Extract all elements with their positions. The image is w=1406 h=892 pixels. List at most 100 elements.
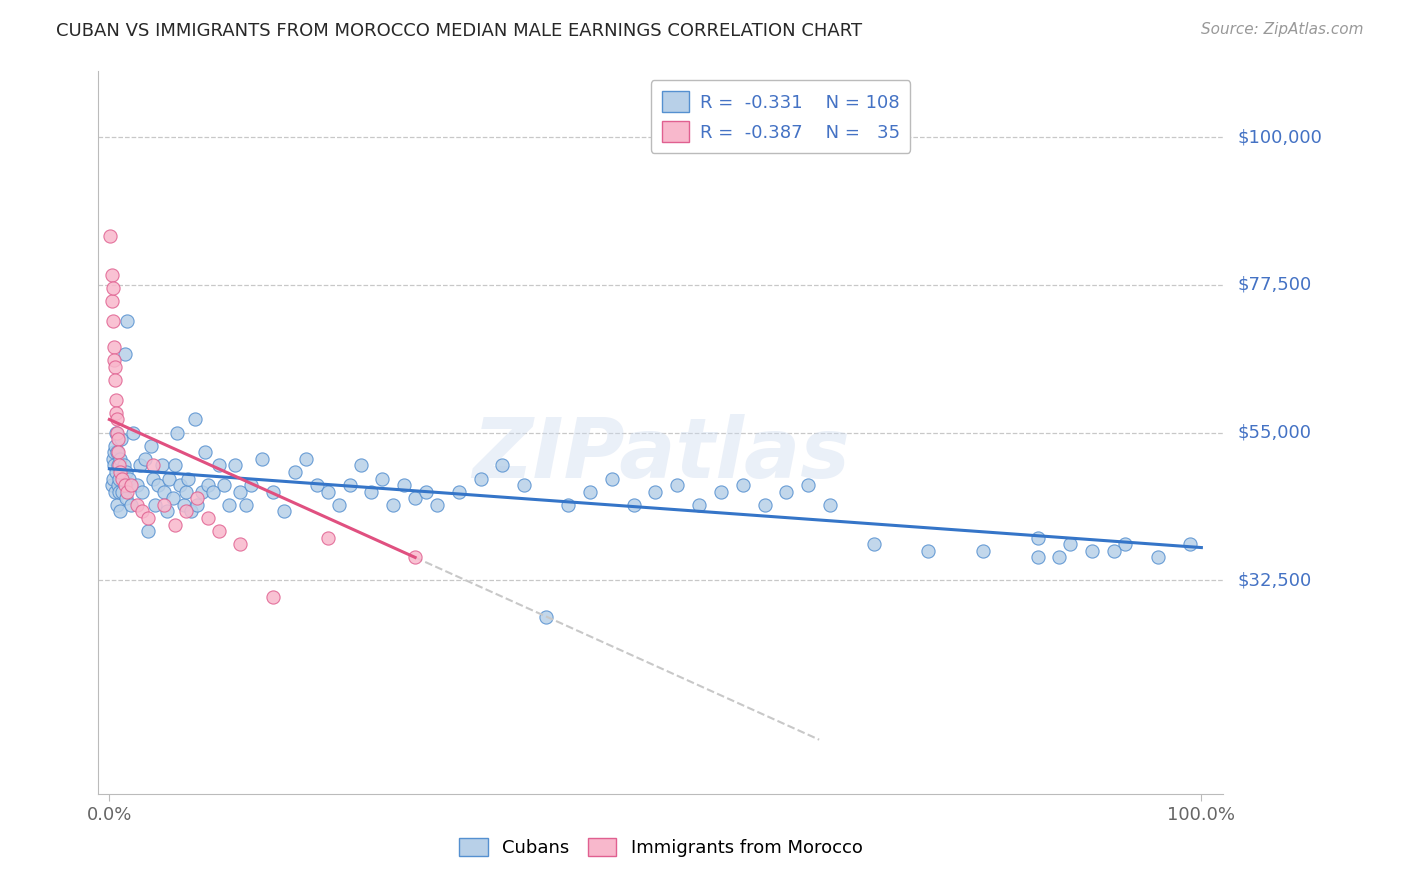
- Point: [229, 484, 252, 499]
- Point: [104, 373, 127, 387]
- Point: [150, 458, 173, 473]
- Point: [1146, 550, 1168, 565]
- Point: [120, 478, 142, 492]
- Point: [262, 590, 284, 604]
- Point: [108, 458, 131, 473]
- Point: [710, 484, 733, 499]
- Point: [162, 491, 184, 506]
- Point: [142, 472, 165, 486]
- Point: [101, 281, 124, 295]
- Point: [100, 294, 122, 309]
- Point: [148, 478, 170, 492]
- Point: [557, 498, 579, 512]
- Point: [688, 498, 710, 512]
- Point: [142, 458, 165, 473]
- Point: [107, 458, 129, 473]
- Point: [797, 478, 820, 492]
- Point: [134, 451, 156, 466]
- Text: CUBAN VS IMMIGRANTS FROM MOROCCO MEDIAN MALE EARNINGS CORRELATION CHART: CUBAN VS IMMIGRANTS FROM MOROCCO MEDIAN …: [56, 22, 862, 40]
- Point: [202, 484, 225, 499]
- Point: [163, 517, 186, 532]
- Point: [534, 609, 557, 624]
- Text: $100,000: $100,000: [1237, 128, 1322, 146]
- Point: [143, 498, 166, 512]
- Text: $32,500: $32,500: [1237, 572, 1312, 590]
- Point: [644, 484, 666, 499]
- Point: [191, 484, 214, 499]
- Point: [404, 550, 426, 565]
- Point: [107, 478, 129, 492]
- Point: [382, 498, 405, 512]
- Point: [818, 498, 841, 512]
- Point: [666, 478, 689, 492]
- Point: [197, 478, 219, 492]
- Point: [186, 491, 208, 506]
- Point: [235, 498, 257, 512]
- Point: [104, 392, 127, 407]
- Point: [1047, 550, 1070, 565]
- Point: [1081, 544, 1104, 558]
- Point: [207, 458, 229, 473]
- Point: [1180, 537, 1202, 551]
- Text: $55,000: $55,000: [1237, 424, 1312, 442]
- Legend: Cubans, Immigrants from Morocco: Cubans, Immigrants from Morocco: [451, 830, 870, 864]
- Point: [166, 425, 188, 440]
- Point: [101, 314, 124, 328]
- Point: [104, 465, 127, 479]
- Point: [125, 498, 148, 512]
- Point: [470, 472, 492, 486]
- Point: [103, 353, 125, 368]
- Point: [754, 498, 776, 512]
- Point: [316, 531, 339, 545]
- Point: [157, 472, 180, 486]
- Point: [115, 484, 138, 499]
- Point: [110, 504, 132, 518]
- Point: [197, 511, 219, 525]
- Point: [862, 537, 884, 551]
- Point: [174, 504, 197, 518]
- Point: [579, 484, 602, 499]
- Point: [114, 478, 136, 492]
- Point: [108, 472, 131, 486]
- Point: [360, 484, 382, 499]
- Point: [136, 511, 159, 525]
- Point: [104, 359, 127, 374]
- Point: [110, 451, 132, 466]
- Point: [252, 451, 274, 466]
- Point: [153, 498, 176, 512]
- Point: [371, 472, 394, 486]
- Point: [284, 465, 307, 479]
- Point: [426, 498, 449, 512]
- Point: [731, 478, 754, 492]
- Point: [103, 340, 125, 354]
- Point: [600, 472, 623, 486]
- Point: [101, 451, 124, 466]
- Point: [131, 484, 153, 499]
- Point: [104, 439, 127, 453]
- Point: [104, 484, 127, 499]
- Point: [212, 478, 235, 492]
- Point: [139, 439, 162, 453]
- Point: [316, 484, 339, 499]
- Point: [129, 458, 152, 473]
- Point: [100, 228, 122, 243]
- Point: [174, 484, 197, 499]
- Point: [183, 412, 205, 426]
- Point: [339, 478, 361, 492]
- Point: [295, 451, 318, 466]
- Point: [349, 458, 371, 473]
- Point: [972, 544, 994, 558]
- Point: [125, 478, 148, 492]
- Text: $77,500: $77,500: [1237, 276, 1312, 293]
- Point: [100, 268, 122, 282]
- Point: [115, 314, 138, 328]
- Point: [1059, 537, 1081, 551]
- Text: ZIPatlas: ZIPatlas: [472, 414, 849, 495]
- Point: [103, 445, 125, 459]
- Point: [1026, 531, 1049, 545]
- Point: [104, 406, 127, 420]
- Point: [207, 524, 229, 538]
- Point: [105, 412, 128, 426]
- Point: [240, 478, 263, 492]
- Point: [112, 458, 135, 473]
